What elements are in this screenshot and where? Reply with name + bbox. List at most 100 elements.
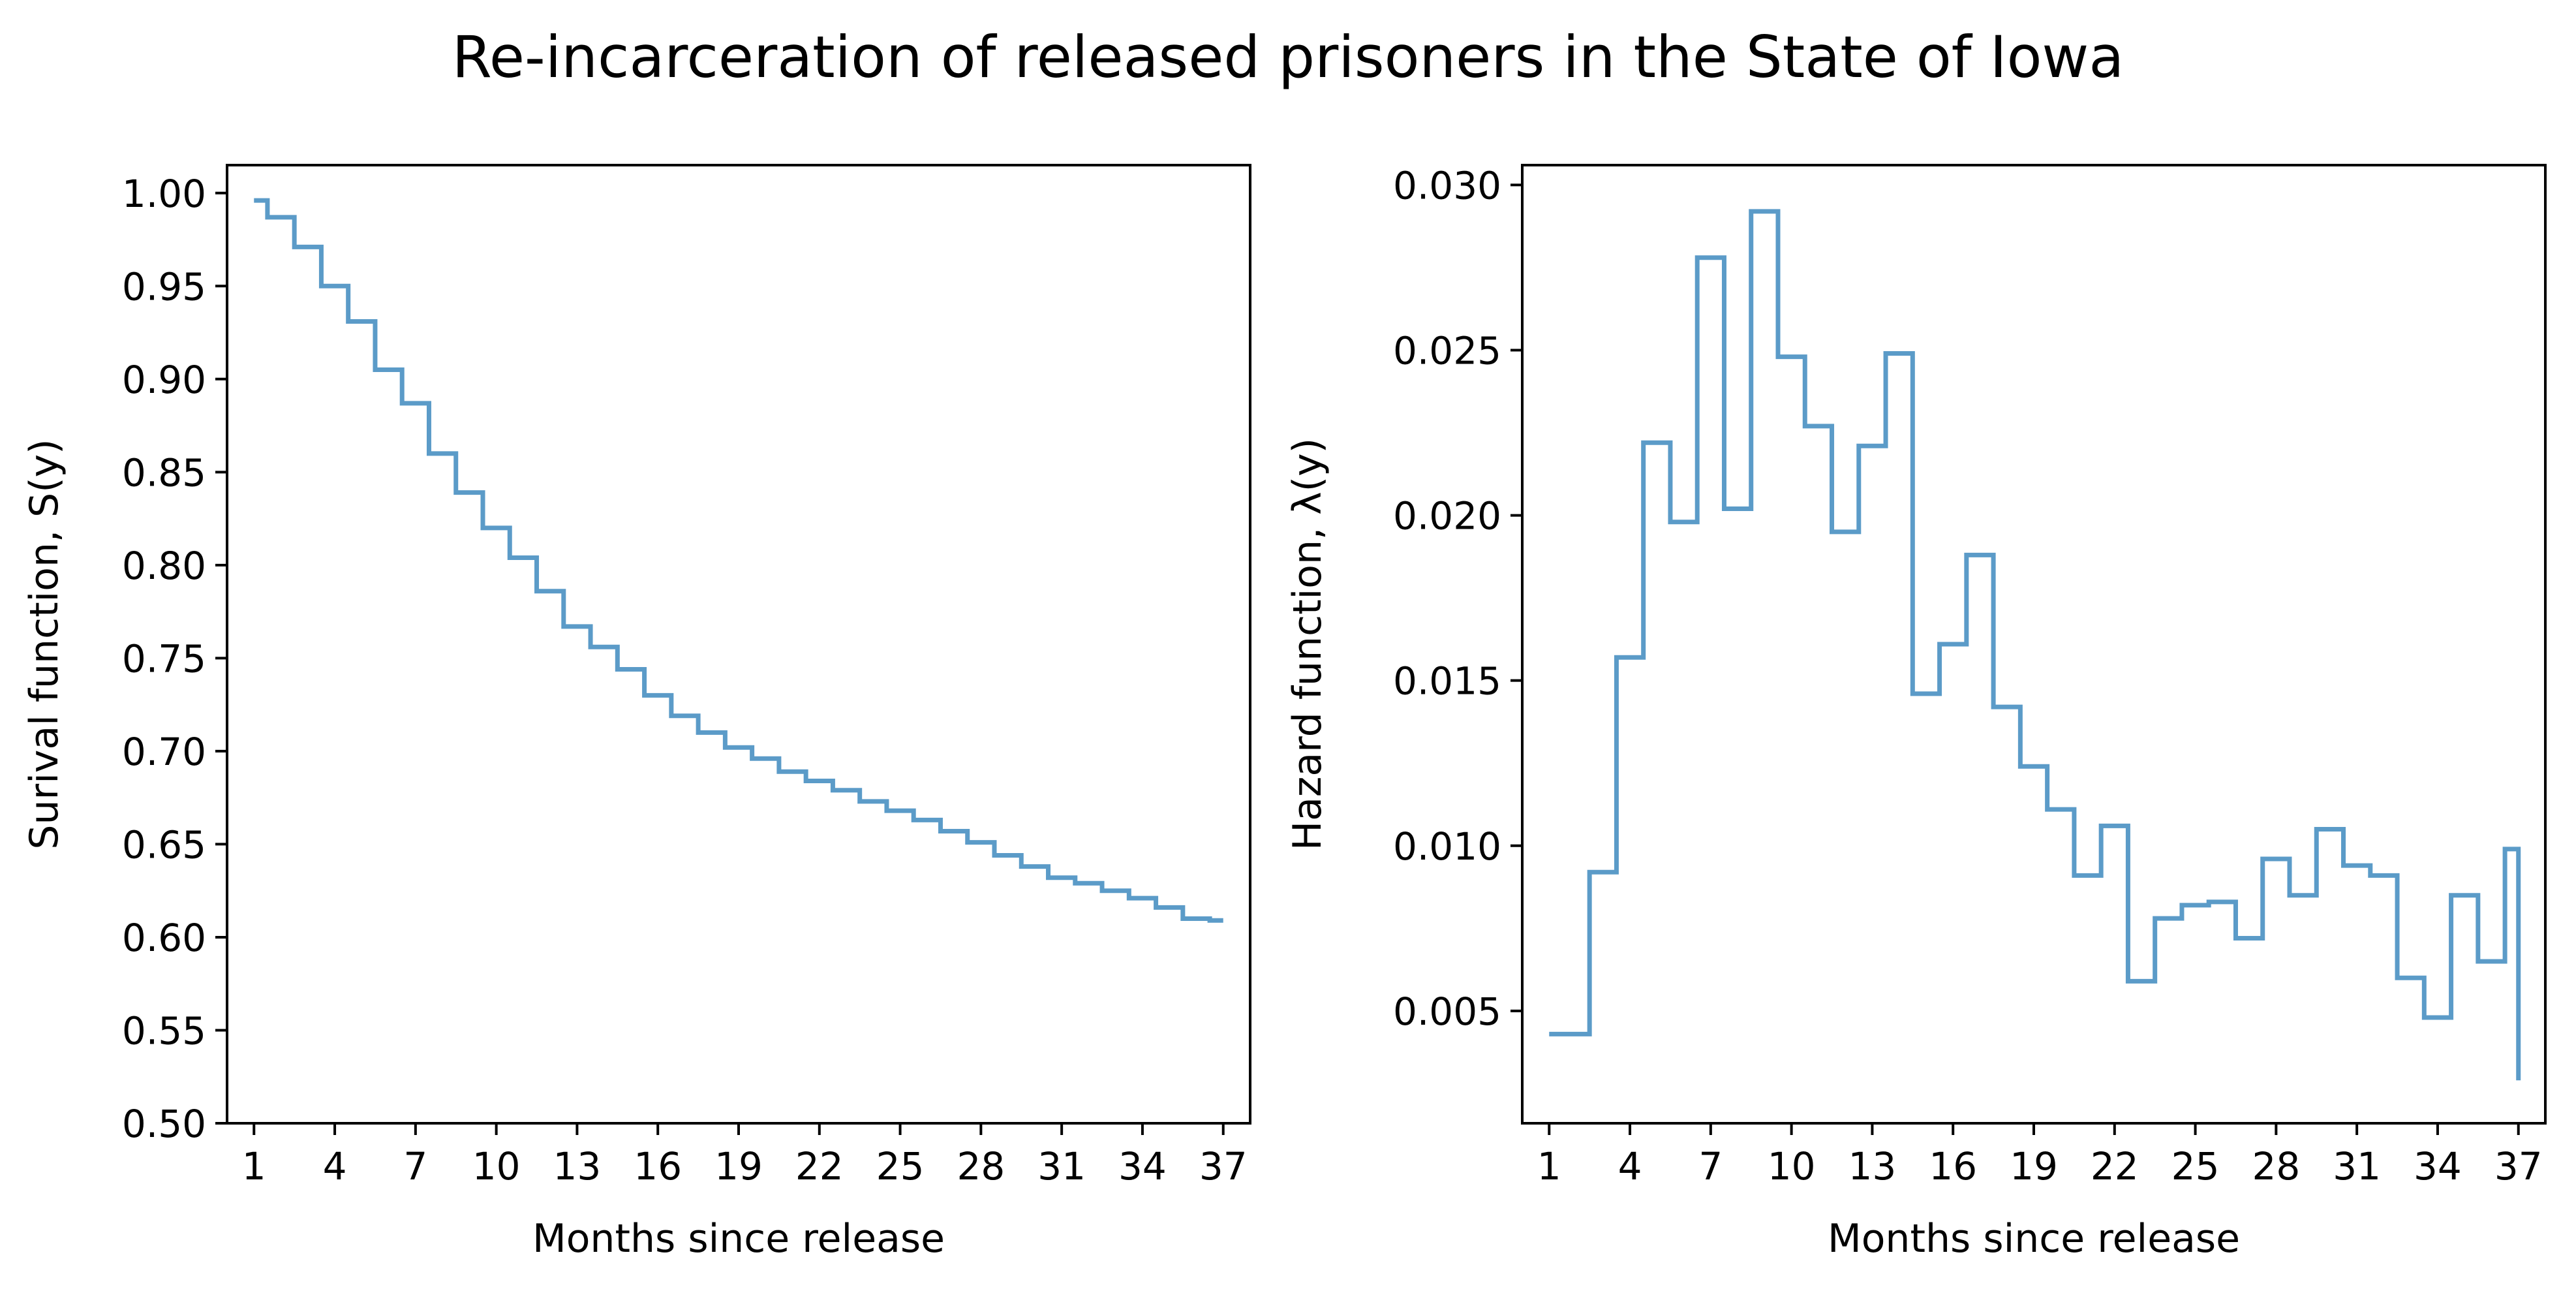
- hazard-y-tick-label: 0.010: [1393, 824, 1501, 869]
- survival-y-tick-label: 0.55: [122, 1008, 206, 1053]
- hazard-series-line: [1549, 209, 2521, 1081]
- survival-data-point: [978, 840, 983, 845]
- hazard-data-point: [2112, 823, 2117, 828]
- hazard-data-point: [1843, 529, 1848, 535]
- survival-plot-frame: [226, 164, 1251, 1125]
- survival-data-point: [1221, 918, 1226, 923]
- hazard-x-tick-label: 22: [2091, 1144, 2139, 1189]
- survival-data-point: [709, 730, 714, 735]
- hazard-data-point: [2273, 856, 2278, 862]
- survival-x-tick-label: 28: [957, 1144, 1005, 1189]
- hazard-data-point: [2246, 936, 2252, 941]
- survival-data-point: [440, 451, 445, 456]
- hazard-x-tick-label: 37: [2494, 1144, 2543, 1189]
- survival-data-point: [467, 490, 472, 495]
- hazard-x-tick-label: 34: [2414, 1144, 2462, 1189]
- hazard-data-point: [2462, 893, 2467, 898]
- hazard-data-point: [1762, 209, 1767, 214]
- survival-y-tick-label: 0.90: [122, 358, 206, 402]
- survival-series-line: [254, 198, 1223, 923]
- hazard-data-point: [1708, 255, 1713, 260]
- survival-data-point: [305, 244, 311, 249]
- survival-data-point: [602, 644, 607, 649]
- hazard-data-point: [2408, 975, 2414, 980]
- survival-data-point: [844, 788, 849, 793]
- hazard-data-point: [2435, 1015, 2440, 1020]
- hazard-data-point: [1681, 520, 1687, 525]
- survival-data-point: [1005, 853, 1011, 858]
- hazard-data-point: [1789, 354, 1794, 360]
- hazard-x-tick-label: 7: [1698, 1144, 1723, 1189]
- hazard-y-tick-label: 0.005: [1393, 989, 1501, 1034]
- survival-data-point: [279, 215, 284, 220]
- hazard-data-point: [1654, 440, 1659, 445]
- survival-data-point: [413, 401, 418, 406]
- hazard-data-point: [1897, 351, 1902, 356]
- hazard-data-point: [2058, 807, 2063, 812]
- hazard-x-tick-label: 13: [1848, 1144, 1897, 1189]
- hazard-data-point: [2354, 863, 2359, 868]
- survival-data-point: [494, 525, 499, 531]
- survival-data-point: [251, 198, 256, 203]
- hazard-x-tick-label: 10: [1768, 1144, 1816, 1189]
- survival-x-tick-label: 22: [795, 1144, 844, 1189]
- hazard-data-point: [1977, 552, 1982, 557]
- survival-y-tick-label: 0.85: [122, 450, 206, 495]
- hazard-data-point: [1869, 443, 1875, 448]
- survival-data-point: [628, 666, 634, 672]
- hazard-y-tick-label: 0.030: [1393, 163, 1501, 208]
- hazard-data-point: [1601, 869, 1606, 875]
- survival-data-point: [1140, 895, 1145, 901]
- hazard-x-tick-label: 1: [1537, 1144, 1561, 1189]
- survival-x-tick-label: 16: [634, 1144, 682, 1189]
- hazard-x-tick-label: 19: [2010, 1144, 2058, 1189]
- survival-x-tick-label: 4: [323, 1144, 347, 1189]
- hazard-data-point: [2301, 893, 2306, 898]
- survival-data-point: [925, 817, 930, 822]
- survival-data-point: [547, 589, 553, 594]
- hazard-y-tick-label: 0.025: [1393, 328, 1501, 373]
- survival-data-point: [1193, 916, 1199, 921]
- hazard-data-point: [1735, 506, 1740, 511]
- hazard-data-point: [1924, 691, 1929, 696]
- hazard-data-point: [2004, 704, 2010, 709]
- survival-data-point: [574, 624, 579, 629]
- survival-y-tick-label: 0.80: [122, 544, 206, 588]
- hazard-data-point: [2085, 873, 2091, 878]
- hazard-data-point: [2031, 764, 2036, 769]
- hazard-plot-frame: [1521, 164, 2547, 1125]
- hazard-x-tick-label: 28: [2252, 1144, 2300, 1189]
- survival-data-point: [682, 713, 687, 719]
- survival-x-tick-label: 25: [876, 1144, 925, 1189]
- figure-title: Re-incarceration of released prisoners i…: [452, 23, 2124, 91]
- hazard-data-point: [2381, 873, 2386, 878]
- hazard-data-point: [2193, 903, 2198, 908]
- survival-data-point: [359, 319, 364, 324]
- survival-x-tick-label: 10: [472, 1144, 521, 1189]
- survival-y-tick-label: 0.95: [122, 264, 206, 309]
- survival-y-tick-label: 0.50: [122, 1102, 206, 1146]
- hazard-y-tick-label: 0.015: [1393, 659, 1501, 704]
- survival-y-tick-label: 0.65: [122, 822, 206, 867]
- survival-x-tick-label: 1: [242, 1144, 266, 1189]
- hazard-x-tick-label: 25: [2171, 1144, 2220, 1189]
- hazard-data-point: [1574, 1031, 1579, 1036]
- hazard-data-point: [1816, 424, 1821, 429]
- survival-data-point: [790, 769, 795, 774]
- survival-data-point: [1086, 880, 1091, 886]
- survival-y-tick-label: 0.60: [122, 916, 206, 960]
- survival-data-point: [898, 808, 903, 813]
- survival-data-point: [763, 756, 768, 761]
- hazard-data-point: [2489, 959, 2494, 964]
- survival-data-point: [521, 555, 526, 560]
- hazard-data-point: [2220, 899, 2225, 905]
- survival-data-point: [1032, 864, 1037, 869]
- survival-y-tick-label: 1.00: [122, 172, 206, 216]
- survival-x-tick-label: 13: [553, 1144, 602, 1189]
- survival-data-point: [1059, 875, 1064, 880]
- hazard-data-point: [2166, 916, 2171, 921]
- survival-y-axis-label: Surival function, S(y): [22, 439, 67, 849]
- hazard-x-axis-label: Months since release: [1828, 1216, 2240, 1262]
